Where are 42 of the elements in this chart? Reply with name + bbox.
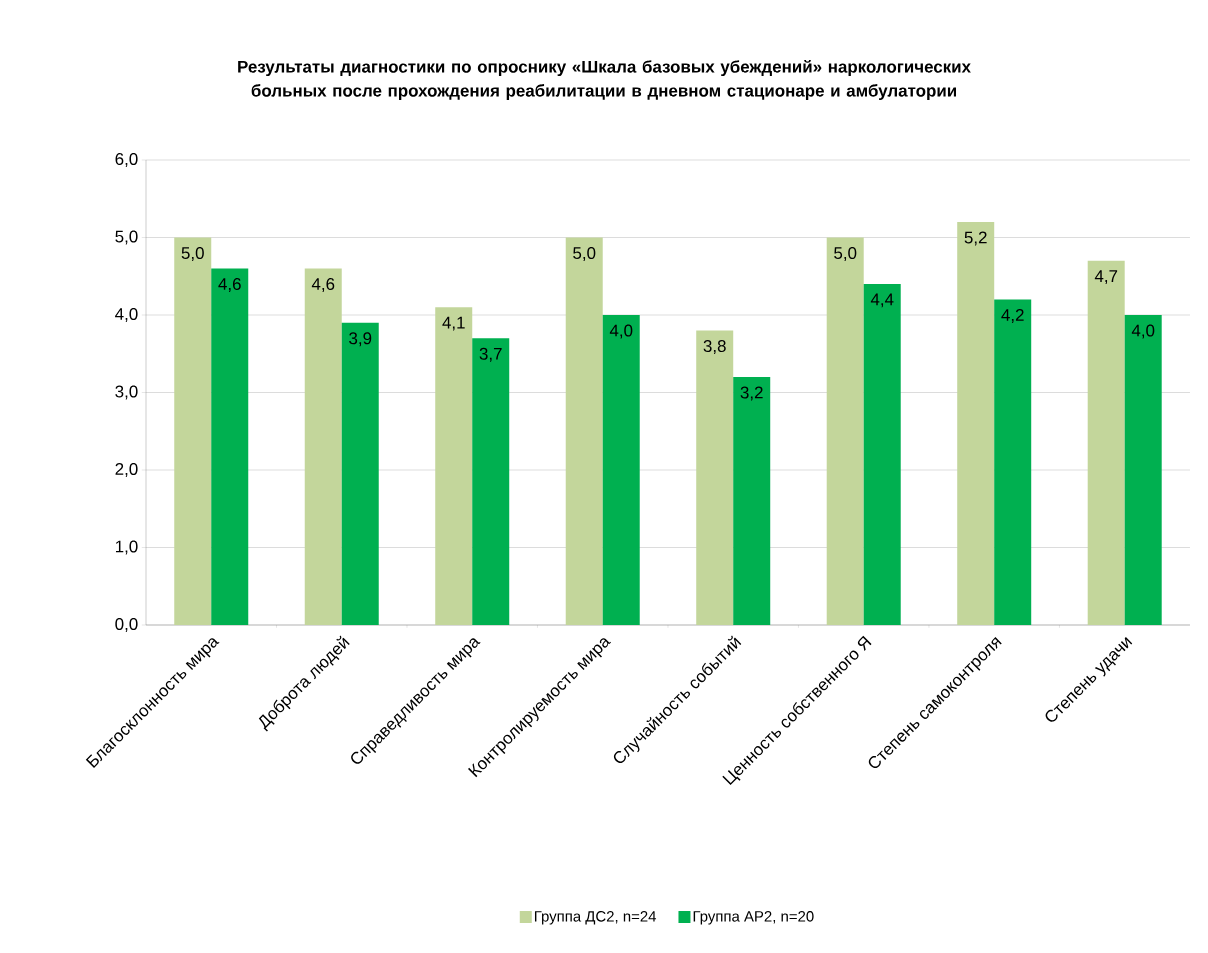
bar xyxy=(211,268,249,625)
bar xyxy=(472,338,510,625)
y-tick-label: 6,0 xyxy=(115,153,138,167)
bar xyxy=(733,377,771,625)
bar xyxy=(304,268,342,625)
data-label: 4,0 xyxy=(1131,324,1155,339)
bar xyxy=(602,315,640,625)
bar xyxy=(1087,260,1125,625)
bar xyxy=(994,299,1032,625)
data-label: 4,0 xyxy=(609,324,633,339)
data-label: 3,8 xyxy=(703,340,726,355)
data-label: 5,0 xyxy=(573,247,596,262)
data-label: 5,0 xyxy=(181,247,204,262)
bar xyxy=(957,222,995,625)
bar xyxy=(341,322,379,625)
y-tick-label: 5,0 xyxy=(115,230,138,245)
data-label: 4,4 xyxy=(870,293,894,308)
chart-title: Результаты диагностики по опроснику «Шкала базовых убеждений» наркологических больных после прохождения реабилитации в дневном стационаре и амбулатории xyxy=(238,59,971,100)
data-label: 4,6 xyxy=(311,278,335,293)
y-tick-label: 0,0 xyxy=(115,618,138,632)
bar xyxy=(565,237,603,625)
y-tick-label: 3,0 xyxy=(115,385,138,400)
data-label: 4,6 xyxy=(218,278,241,293)
legend-label: Группа АР2, n=20 xyxy=(693,911,814,925)
data-label: 3,9 xyxy=(349,332,372,347)
bar xyxy=(435,307,473,625)
data-label: 4,1 xyxy=(442,316,465,331)
bar xyxy=(1124,315,1162,625)
bar xyxy=(174,237,212,625)
data-label: 4,7 xyxy=(1094,270,1118,285)
y-tick-label: 2,0 xyxy=(115,463,138,477)
data-label: 3,7 xyxy=(479,347,502,362)
data-label: 3,2 xyxy=(740,386,763,401)
y-tick-label: 1,0 xyxy=(115,540,138,555)
bar xyxy=(826,237,864,625)
bar xyxy=(696,330,734,625)
y-tick-label: 4,0 xyxy=(115,308,138,322)
bar xyxy=(863,284,901,625)
data-label: 5,2 xyxy=(964,231,987,246)
data-label: 4,2 xyxy=(1001,309,1024,324)
data-label: 5,0 xyxy=(834,247,857,262)
legend-label: Группа ДС2, n=24 xyxy=(534,911,657,925)
